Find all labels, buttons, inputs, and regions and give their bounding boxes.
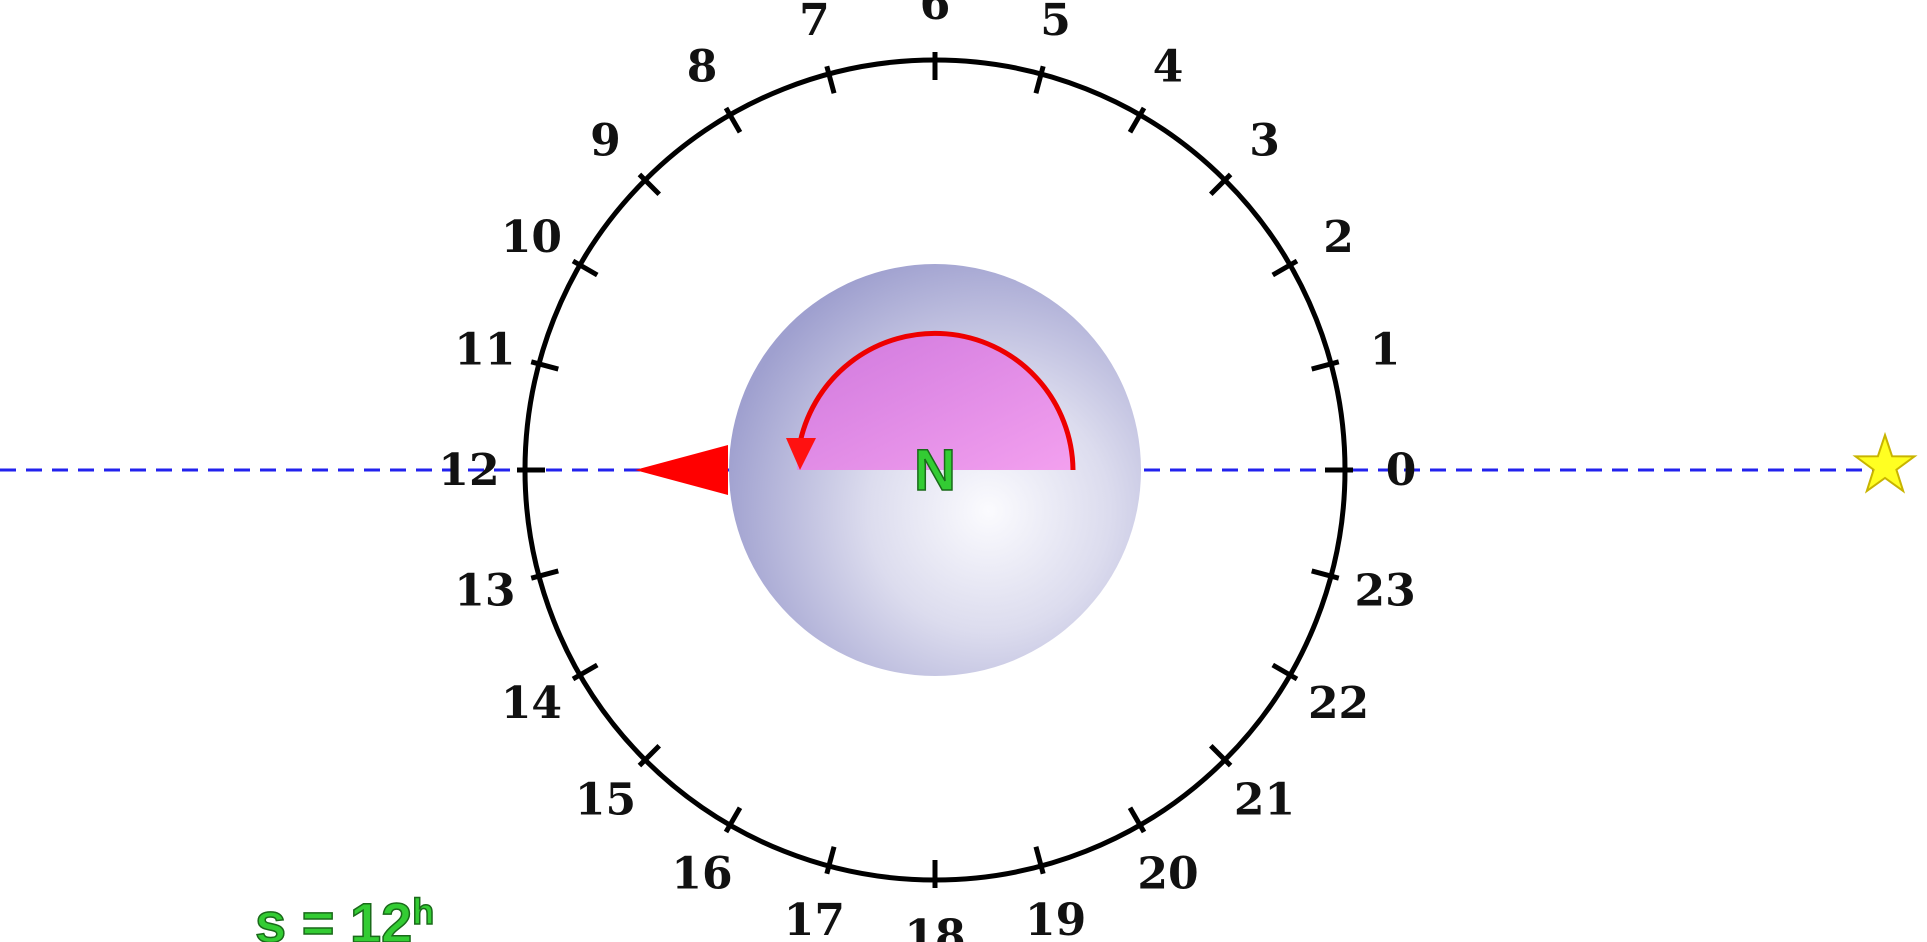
hour-tick	[1271, 662, 1299, 682]
hour-label: 7	[799, 0, 830, 46]
hour-tick	[1033, 846, 1046, 875]
hour-label: 5	[1040, 0, 1071, 46]
hour-label: 1	[1370, 324, 1401, 375]
hour-label: 4	[1153, 41, 1184, 92]
hour-label: 18	[904, 911, 965, 942]
hour-label: 9	[590, 115, 621, 166]
hour-label: 17	[784, 895, 845, 942]
hour-label: 2	[1323, 212, 1354, 263]
hour-tick	[1127, 106, 1147, 134]
hour-tick	[824, 65, 837, 94]
hour-label: 22	[1308, 678, 1369, 729]
hour-tick	[1209, 172, 1233, 196]
hour-tick	[1271, 258, 1299, 278]
sidereal-time-unit: h	[412, 891, 434, 932]
north-pole-label: N	[914, 438, 956, 503]
hour-tick	[1127, 806, 1147, 834]
rotation-arc	[796, 330, 1076, 471]
hour-label: 6	[920, 0, 951, 30]
sidereal-time-readout: s = 12h	[255, 891, 434, 942]
hour-tick	[571, 662, 599, 682]
hour-tick	[571, 258, 599, 278]
hour-label: 13	[454, 566, 515, 617]
hour-label: 10	[501, 212, 562, 263]
hour-label: 16	[671, 849, 732, 900]
hour-tick	[1311, 359, 1340, 372]
rotation-arrow-icon	[786, 438, 816, 470]
pointer-arrow-icon	[635, 445, 728, 495]
hour-label: 0	[1386, 445, 1417, 496]
hour-label: 14	[501, 678, 562, 729]
hour-label: 12	[438, 445, 499, 496]
hour-tick	[530, 359, 559, 372]
hour-label: 11	[454, 324, 515, 375]
hour-label: 8	[687, 41, 718, 92]
hour-tick	[637, 744, 661, 768]
hour-tick	[637, 172, 661, 196]
sidereal-time-value: 12	[350, 891, 412, 942]
hour-label: 15	[575, 775, 636, 826]
hour-label: 19	[1025, 895, 1086, 942]
northern-hemisphere	[797, 332, 1073, 470]
hour-tick	[1209, 744, 1233, 768]
hour-tick	[530, 568, 559, 581]
hour-tick	[1311, 568, 1340, 581]
sidereal-time-prefix: s =	[255, 891, 350, 942]
hour-tick	[723, 806, 743, 834]
hour-ticks	[517, 52, 1353, 888]
hour-tick	[1033, 65, 1046, 94]
hour-label: 3	[1249, 115, 1280, 166]
hour-tick	[723, 106, 743, 134]
hour-tick	[824, 846, 837, 875]
hour-label: 20	[1137, 849, 1198, 900]
hour-label: 23	[1355, 566, 1416, 617]
hour-label: 21	[1234, 775, 1295, 826]
star-icon	[1852, 431, 1918, 494]
